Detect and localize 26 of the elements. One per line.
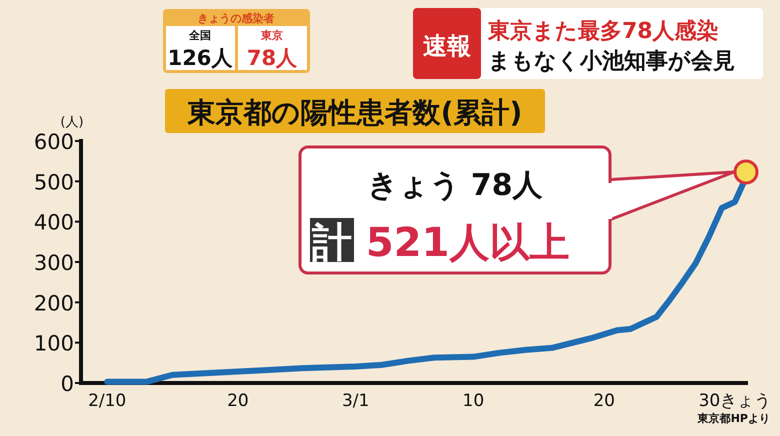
chart-title: 東京都の陽性患者数(累計) xyxy=(186,96,522,129)
text: 東京 xyxy=(260,29,283,42)
x-tick-label: 20 xyxy=(227,391,249,411)
text: 78人 xyxy=(246,46,298,70)
x-tick-label: 30きょう xyxy=(698,391,772,411)
x-tick-label: 2/10 xyxy=(88,391,126,411)
text: 東京また最多78人感染 xyxy=(487,18,719,44)
annotation: 計 521人以上 xyxy=(311,220,570,266)
y-axis-title: (人) xyxy=(60,115,84,130)
y-tick-label: 300 xyxy=(34,251,74,275)
y-tick-label: 500 xyxy=(34,170,74,194)
text: きょうの感染者 xyxy=(198,12,274,25)
x-tick-label: 3/1 xyxy=(342,391,370,411)
y-tick-label: 100 xyxy=(34,332,74,356)
text: 速報 xyxy=(423,32,471,60)
x-tick-label: 10 xyxy=(462,391,484,411)
text: 全国 xyxy=(188,29,211,42)
x-tick-label: 20 xyxy=(593,391,615,411)
text: 東京都HPより xyxy=(696,412,770,425)
text: 126人 xyxy=(168,46,234,70)
y-tick-label: 600 xyxy=(34,130,74,154)
y-tick-label: 200 xyxy=(34,291,74,316)
y-tick-label: 0 xyxy=(60,372,74,396)
y-tick-label: 400 xyxy=(34,210,74,235)
text: まもなく小池知事が会見 xyxy=(488,49,735,74)
annotation: きょう 78人 xyxy=(367,168,544,203)
